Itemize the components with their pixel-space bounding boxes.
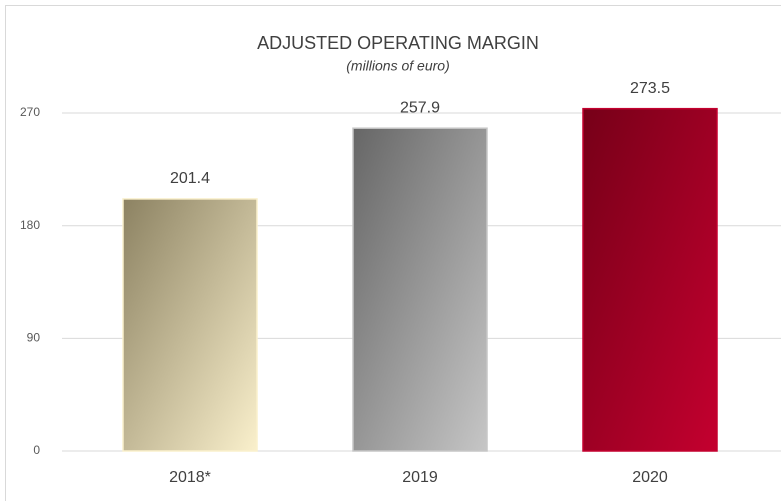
value-label: 273.5	[630, 80, 670, 97]
y-tick-label: 90	[27, 331, 41, 345]
x-tick-label: 2019	[402, 469, 438, 486]
value-label: 257.9	[400, 99, 440, 116]
bar	[122, 198, 258, 452]
y-tick-label: 0	[33, 443, 40, 457]
x-tick-label: 2018*	[169, 469, 211, 486]
chart-title: ADJUSTED OPERATING MARGIN	[257, 33, 539, 53]
chart-subtitle: (millions of euro)	[346, 58, 449, 74]
y-tick-label: 180	[20, 218, 40, 232]
bar	[582, 107, 718, 452]
y-tick-label: 270	[20, 105, 40, 119]
value-label: 201.4	[170, 170, 210, 187]
bar	[352, 127, 488, 452]
x-tick-label: 2020	[632, 469, 668, 486]
